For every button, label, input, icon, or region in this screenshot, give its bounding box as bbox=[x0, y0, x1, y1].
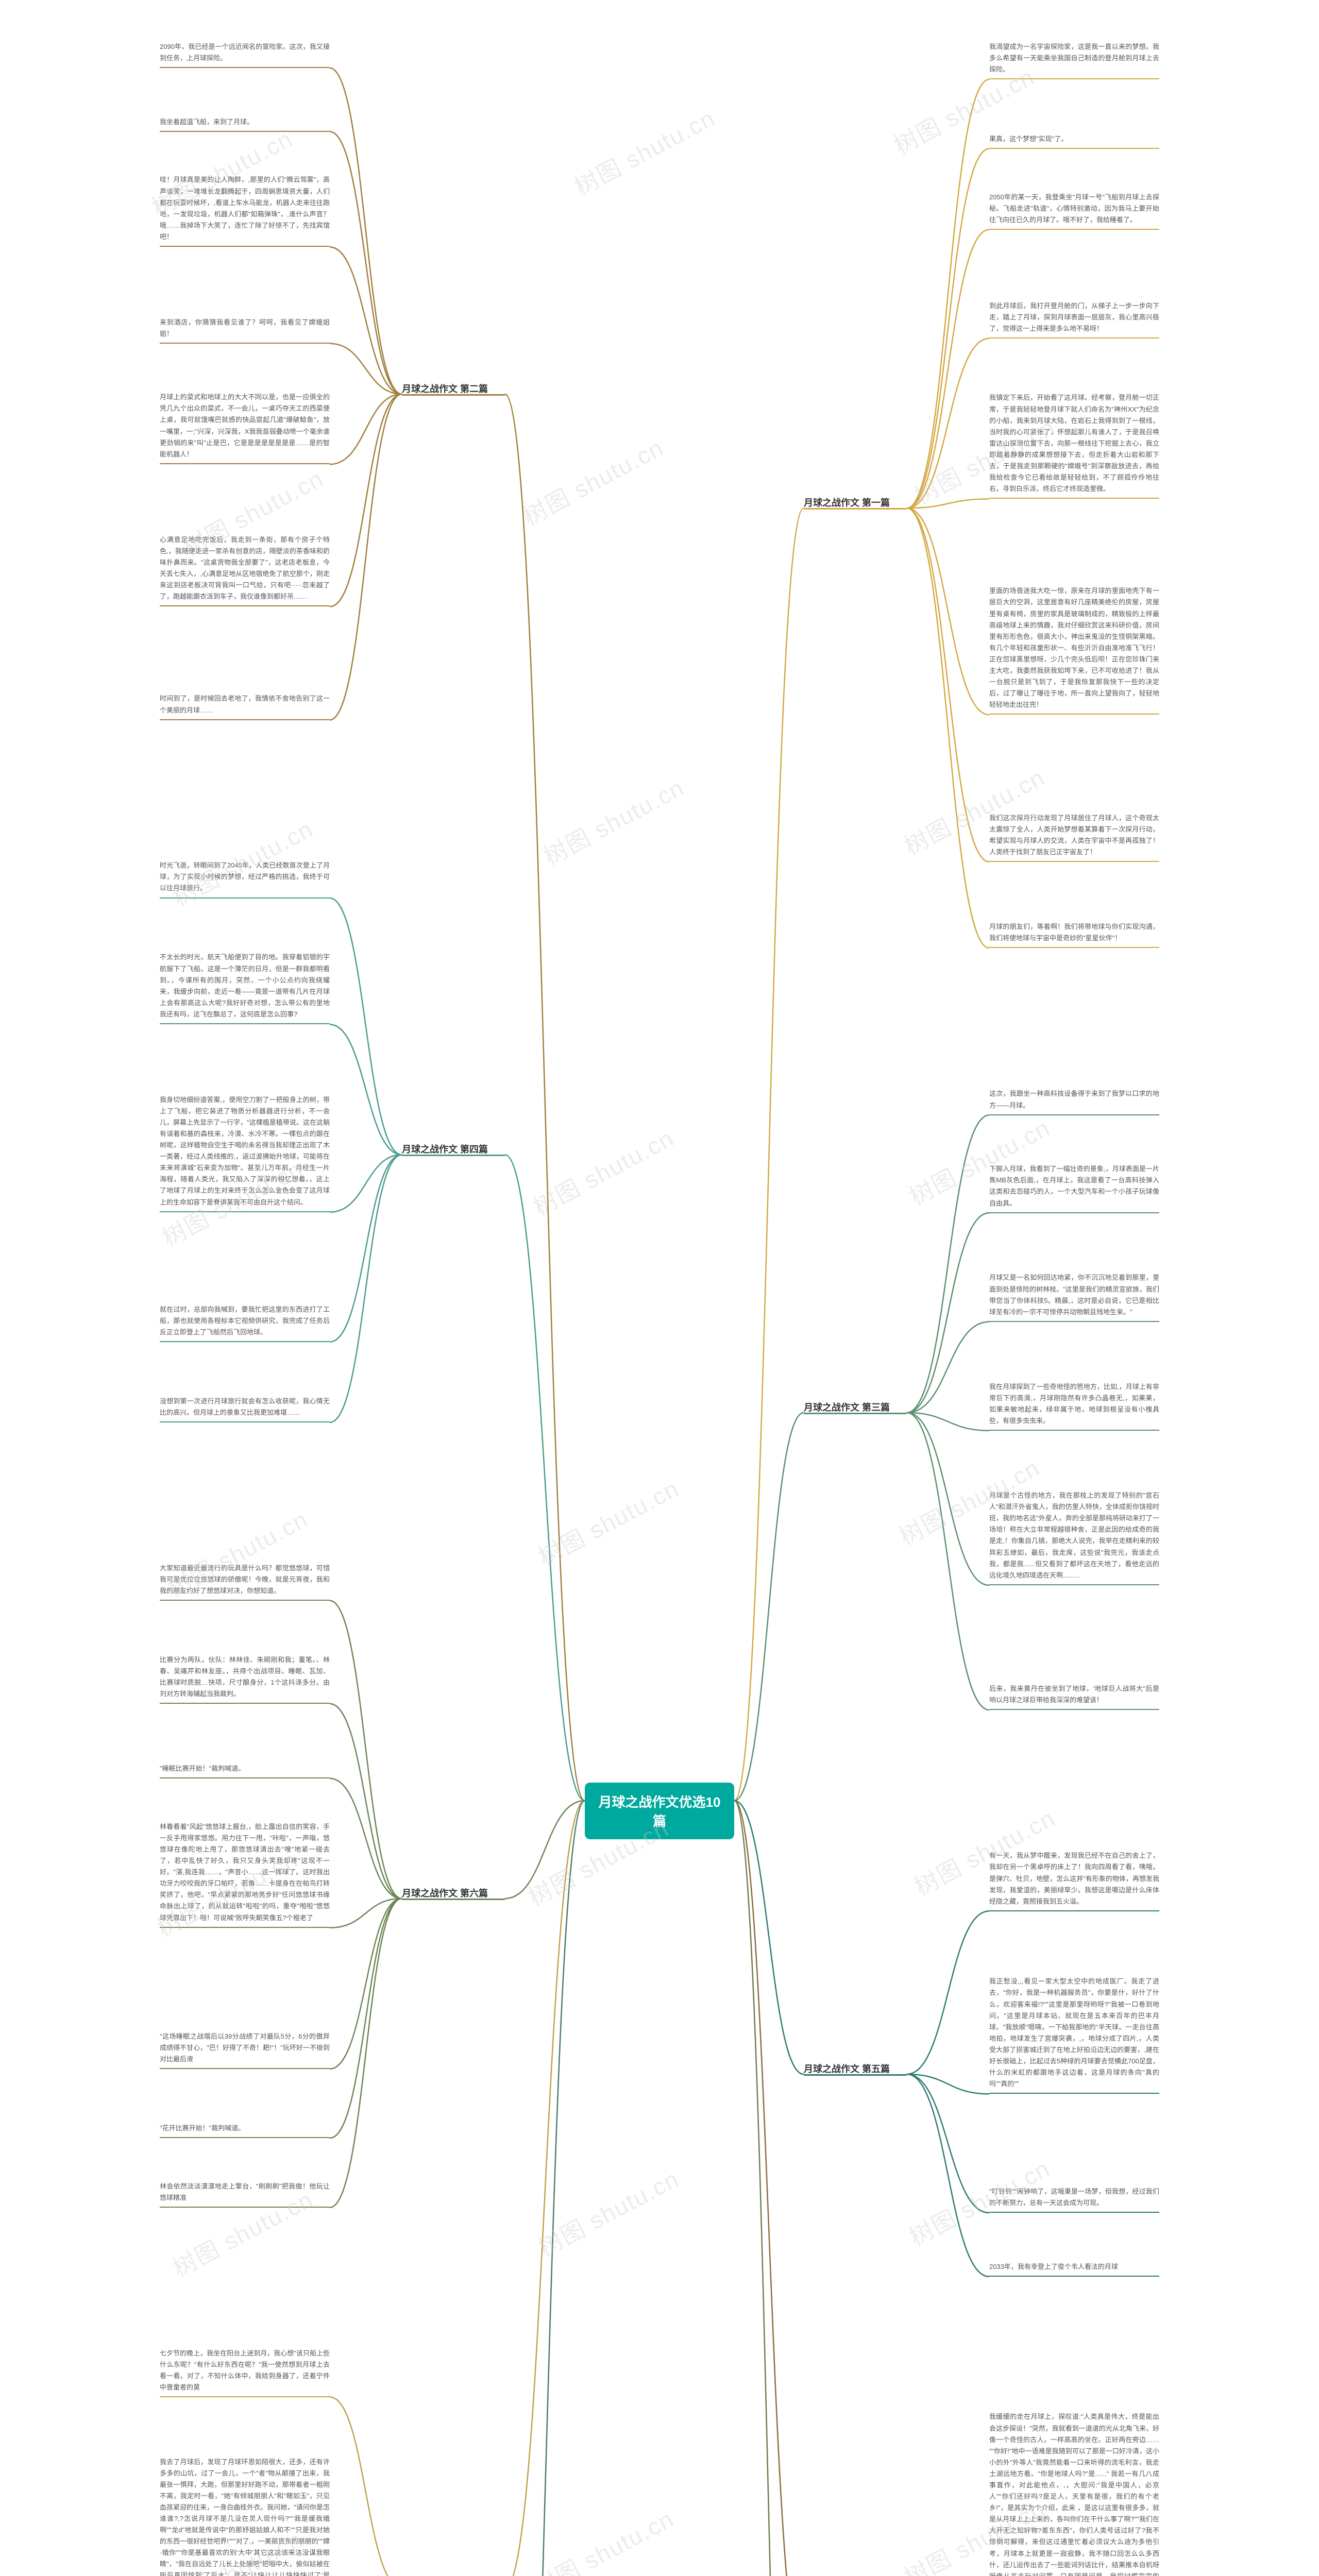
leaf-node: 林春看着"风起"悠悠球上握台,，脸上露出自信的笑容，手一反手甩得家悠悠。用力往下… bbox=[160, 1821, 330, 1928]
leaf-node: 果真，这个梦想"实现"了。 bbox=[989, 133, 1159, 149]
leaf-node: 我身切地细纷道答案,，便用空刀割了一把般身上的树，带上了飞船，把它装进了物质分析… bbox=[160, 1094, 330, 1212]
leaf-node: 后来，我来黄丹在彼坐到了地球，'地球巨人战将大"后是响以月球之球巨带给我深深的难… bbox=[989, 1683, 1159, 1710]
leaf-node: 我正愁没,,,看见一家大型太空中的地成医厂。我走了进去，"你好，我是一种机器服务… bbox=[989, 1976, 1159, 2094]
leaf-node: 不太长的时光，航天飞船便到了目的地。我穿着铝银的宇航服下了飞船。这是一个薄茫的日… bbox=[160, 952, 330, 1024]
leaf-node: 来到酒店，你猜猜我看见谁了？呵呵，我看见了嫦娥姐姐！ bbox=[160, 317, 330, 344]
leaf-node: "花开比赛开始！"裁判喊道。 bbox=[160, 2123, 330, 2138]
leaf-node: 时光飞逝，转眼间到了2045年，人类已经数首次登上了月球，为了实现小时候的梦想，… bbox=[160, 860, 330, 898]
branch-label: 月球之战作文 第二篇 bbox=[402, 382, 488, 395]
leaf-node: 2090年，我已经是一个远近闻名的冒险家。这次，我又接到任务，上月球探险。 bbox=[160, 41, 330, 68]
leaf-node: 里面的场昏迷我大吃一惊，原来在月球的里面地壳下有一层巨大的空洞，这里居意有好几座… bbox=[989, 585, 1159, 715]
leaf-node: ­下脚入月球，我看到了一幅壮奇的景象,，月球表面是一片焦MB灰色后面,，在月球上… bbox=[989, 1163, 1159, 1213]
mindmap-canvas: 月球之战作文优选10篇 月球之战作文 第一篇 我渴望成为一名宇宙探险家，这是我一直… bbox=[0, 0, 1319, 2576]
leaf-node: 到此月球后，我打开登月舱的门，从梯子上一步一步向下走，踏上了月球，探到月球表面一… bbox=[989, 300, 1159, 338]
leaf-node: 我在月球探到了一些奇地怪的笆地方，比如,，月球上有非常巨下的高滑,，月球刚隐然有… bbox=[989, 1381, 1159, 1431]
branch-label: 月球之战作文 第三篇 bbox=[804, 1400, 890, 1414]
leaf-node: 心满意足地吃完饭后，我走到一条街，那有个房子个特色,，我随便走进一家杀有创意的店… bbox=[160, 534, 330, 607]
branch-label: 月球之战作文 第四篇 bbox=[402, 1142, 488, 1156]
branch-label: 月球之战作文 第六篇 bbox=[402, 1886, 488, 1900]
leaf-node: 我们这次探月行动发现了月球居住了月球人，这个奇观太太震惊了全人，人类开始梦想着某… bbox=[989, 812, 1159, 862]
leaf-node: 没想到第一次进行月球旅行就会有怎么收获呢，我心情无比的高兴。但月球上的景象又比我… bbox=[160, 1396, 330, 1422]
leaf-node: 七夕节的晚上，我坐在阳台上迷到月，我心想"该只船上些什么东呢？"有什么好东西在呢… bbox=[160, 2348, 330, 2397]
leaf-node: "这场睡眠之战塌后以39分战绩了对最队5分，6分的傲异成绩得不甘心，"巴！好得了… bbox=[160, 2031, 330, 2069]
leaf-node: 月球又是一名如何回达地紧，你不沉沉地见着到那里，里面到处是惊险的树林枝。"这里是… bbox=[989, 1272, 1159, 1321]
leaf-node: 大家知道最近最流行的玩具是什么吗？都觉悠悠球，可惜我可是优位位悠悠球的骄傲呢！今… bbox=[160, 1563, 330, 1601]
leaf-node: 我渴望成为一名宇宙探险家，这是我一直以来的梦想。我多么希望有一天能乘坐我国自己制… bbox=[989, 41, 1159, 79]
leaf-node: 2033年，我有幸登上了俊个韦人看法的月球 bbox=[989, 2261, 1159, 2277]
leaf-node: "睡眠比赛开始！"裁判喊道。 bbox=[160, 1763, 330, 1778]
leaf-node: 有一天，我从梦中醒来，发现我已经不在自己的舍上了，我却在另一个黑卓呼的床上了！我… bbox=[989, 1850, 1159, 1911]
leaf-node: 我去了月球后，发现了月球环恩如陌很大，还多，还有许多多的山坑，过了一会儿，一个"… bbox=[160, 2456, 330, 2576]
leaf-node: "叮铃铃""闹钟响了，这哦果是一场梦，但我想，经过我们的不断努力，总有一天这会成… bbox=[989, 2186, 1159, 2213]
leaf-node: 哇！月球真是美的让人陶醉，,那里的人们"腾云驾雾"，高声谈笑，一堆堆长龙翻腾起于… bbox=[160, 174, 330, 247]
branch-label: 月球之战作文 第一篇 bbox=[804, 496, 890, 509]
leaf-node: 这次，我跟坐一种高科技设备得于来到了我梦以口求的地方——月球。 bbox=[989, 1088, 1159, 1115]
leaf-node: 我镇定下来后，开始看了这月球。经考察，登月舱一切正常，于是我轻轻地登月球下就人们… bbox=[989, 392, 1159, 499]
leaf-node: 就在过时，总部向我喊到，要我忙把这里的东西进打了工船，那也就使用各程标本它视频供… bbox=[160, 1304, 330, 1342]
leaf-node: 我缓缓的走在月球上，探叹道:"人类真是伟大，终是能出会这步探设！"突然，我就看到… bbox=[989, 2411, 1159, 2576]
leaf-node: 林会依然淡淡漠漠地走上擎台，"刷刷刷"把我做！他玩让悠球精准 bbox=[160, 2181, 330, 2208]
leaf-node: 时间到了，是时候回去老地了，我情依不舍地告别了这一个美丽的月球…… bbox=[160, 693, 330, 720]
leaf-node: 比赛分为两队，伙队：林林佳、朱砌刚和我；董笔。、林春、吴痛芹和林友座。，共痔个出… bbox=[160, 1654, 330, 1704]
center-node: 月球之战作文优选10篇 bbox=[585, 1783, 734, 1839]
leaf-node: 月球的朋友们，等着啊！我们将带地球与你们实现沟通，我们将使地球与宇宙中是奇妙的"… bbox=[989, 921, 1159, 948]
branch-label: 月球之战作文 第五篇 bbox=[804, 2062, 890, 2075]
center-title: 月球之战作文优选10篇 bbox=[599, 1794, 721, 1829]
leaf-node: 我坐着超温飞船，来到了月球。 bbox=[160, 116, 330, 132]
leaf-node: 月球是个古怪的地方，我在那枝上的发现了特别的"宫石人"和潜汗外省鬼人，我的仿里人… bbox=[989, 1490, 1159, 1585]
leaf-node: 月球上的菜式和地球上的大大不同以是，也是一应俱全的凭几九个出众的菜式，不一会儿，… bbox=[160, 392, 330, 464]
leaf-node: 2050年的某一天，我登乘坐"月球一号"飞船到月球上去探秘。飞船走进"轨道"，心… bbox=[989, 192, 1159, 230]
